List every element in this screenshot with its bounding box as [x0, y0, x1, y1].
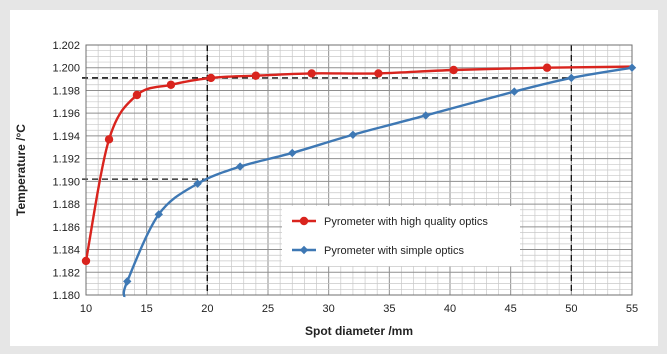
data-point	[166, 80, 176, 89]
y-tick-label: 1.182	[52, 267, 80, 279]
legend-label: Pyrometer with high quality optics	[324, 216, 488, 228]
data-point	[307, 69, 316, 78]
x-tick-label: 20	[201, 303, 213, 315]
legend-label: Pyrometer with simple optics	[324, 245, 464, 257]
chart-frame: 10 15 20 25 30 35 40 45 50 55 1.180 1.182 1.184 1.186…	[10, 10, 658, 346]
data-point	[123, 277, 132, 286]
x-tick-label: 30	[323, 303, 335, 315]
y-tick-label: 1.192	[52, 154, 80, 166]
data-point	[132, 90, 142, 100]
y-axis-title: Temperature /°C	[14, 124, 28, 216]
y-tick-label: 1.186	[52, 222, 80, 234]
y-tick-label: 1.198	[52, 85, 80, 97]
legend-marker	[299, 245, 309, 255]
data-point	[251, 71, 261, 80]
data-point	[288, 148, 297, 158]
x-tick-label: 10	[80, 303, 92, 315]
y-tick-label: 1.190	[52, 176, 80, 188]
data-point	[348, 130, 358, 139]
legend-marker	[299, 216, 309, 226]
data-point	[104, 135, 114, 144]
x-tick-label: 15	[141, 303, 153, 315]
data-point	[374, 69, 383, 78]
temperature-vs-spot-diameter-chart: 10 15 20 25 30 35 40 45 50 55 1.180 1.182 1.184 1.186…	[14, 40, 638, 338]
data-point	[567, 73, 576, 83]
data-point	[421, 111, 430, 120]
x-tick-label: 50	[565, 303, 577, 315]
y-tick-label: 1.188	[52, 199, 80, 211]
y-tick-label: 1.180	[52, 290, 80, 302]
data-point	[206, 73, 216, 83]
data-point	[627, 63, 637, 72]
y-tick-label: 1.184	[52, 245, 80, 257]
series	[81, 63, 637, 298]
data-point	[542, 63, 552, 72]
y-tick-label: 1.194	[52, 131, 80, 143]
legend: Pyrometer with high quality optics Pyrome…	[282, 206, 520, 266]
y-tick-label: 1.202	[52, 40, 80, 52]
data-point	[449, 65, 458, 75]
data-point	[81, 256, 91, 266]
data-point	[235, 162, 245, 171]
x-tick-label: 25	[262, 303, 274, 315]
plot-border	[85, 44, 633, 296]
y-tick-label: 1.200	[52, 63, 80, 75]
x-tick-label: 35	[383, 303, 395, 315]
reference-lines	[82, 45, 572, 295]
x-axis-title: Spot diameter /mm	[305, 324, 413, 338]
legend-box	[282, 206, 520, 266]
axes: 10 15 20 25 30 35 40 45 50 55 1.180 1.182 1.184 1.186…	[14, 40, 638, 338]
x-tick-label: 55	[626, 303, 638, 315]
y-tick-label: 1.196	[52, 108, 80, 120]
data-point	[193, 179, 202, 188]
data-point	[154, 210, 163, 219]
x-tick-label: 40	[444, 303, 456, 315]
data-point	[510, 87, 519, 96]
x-tick-label: 45	[505, 303, 517, 315]
